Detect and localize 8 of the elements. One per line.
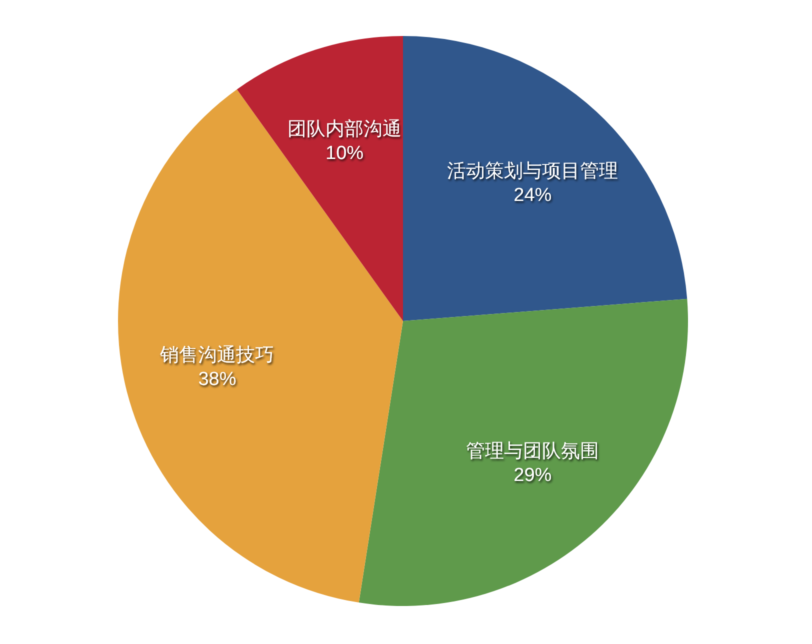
data-label: 29% xyxy=(514,465,552,486)
slice-label: 销售沟通技巧 xyxy=(159,344,274,366)
data-label: 24% xyxy=(514,184,552,206)
slice-label: 管理与团队氛围 xyxy=(466,440,600,462)
data-label: 38% xyxy=(198,369,236,390)
slice-label: 活动策划与项目管理 xyxy=(447,160,618,182)
data-label: 10% xyxy=(326,143,364,164)
slice-label: 团队内部沟通 xyxy=(288,118,402,140)
